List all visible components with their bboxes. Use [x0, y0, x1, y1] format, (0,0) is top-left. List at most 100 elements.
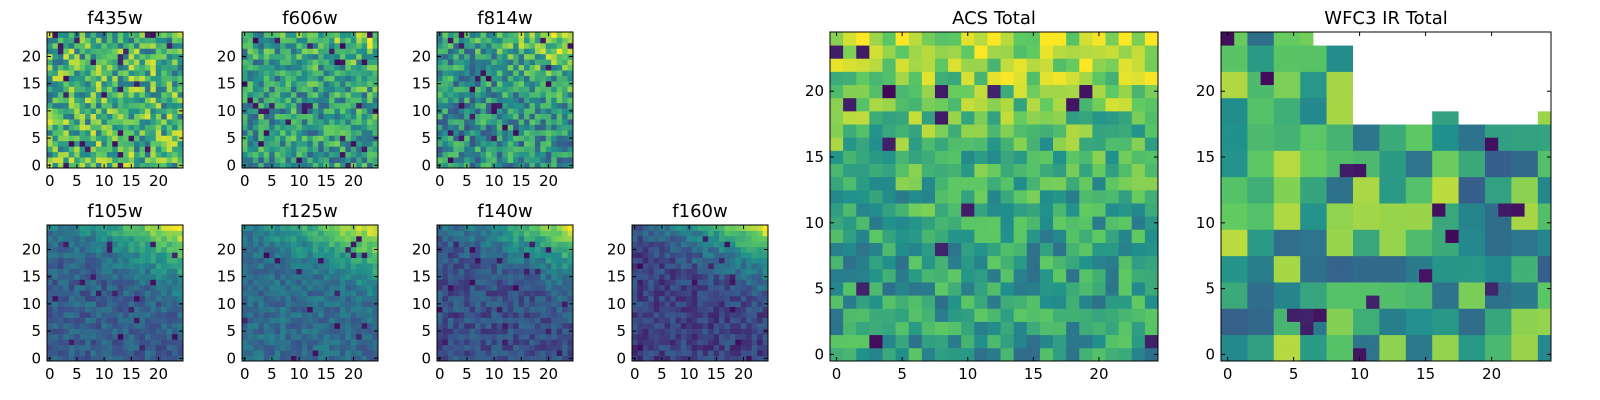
heatmap-cell [47, 146, 53, 153]
heatmap-cell [653, 355, 660, 362]
heatmap-cell [562, 268, 568, 275]
heatmap-cell [518, 317, 525, 324]
heatmap-cell [480, 322, 487, 329]
heatmap-cell [90, 151, 97, 158]
heatmap-cell [442, 344, 449, 351]
heatmap-cell [757, 230, 763, 237]
heatmap-cell [524, 252, 530, 259]
heatmap-cell [90, 263, 97, 269]
heatmap-cell [713, 279, 720, 286]
heatmap-cell [447, 37, 454, 44]
heatmap-cell [63, 119, 70, 125]
heatmap-cell [518, 80, 525, 87]
heatmap-cell [280, 301, 286, 307]
heatmap-cell [263, 268, 270, 275]
heatmap-cell [166, 225, 173, 231]
heatmap-cell [464, 64, 471, 71]
heatmap-cell [307, 59, 314, 66]
heatmap-cell [545, 235, 552, 242]
heatmap-cell [632, 241, 638, 248]
heatmap-cell [144, 344, 151, 351]
heatmap-cell [52, 350, 59, 356]
heatmap-cell [485, 70, 492, 76]
heatmap-cell [502, 339, 509, 346]
heatmap-cell [47, 86, 53, 93]
heatmap-cell [648, 230, 655, 237]
heatmap-cell [57, 273, 64, 280]
heatmap-cell [247, 246, 254, 253]
heatmap-cell [68, 263, 75, 269]
heatmap-cell [480, 124, 487, 131]
heatmap-cell [642, 322, 649, 329]
heatmap-cells [437, 32, 574, 169]
heatmap-cell [356, 70, 363, 76]
heatmap-cell [117, 241, 124, 248]
heatmap-cell [895, 216, 910, 230]
heatmap-cell [974, 321, 988, 336]
heatmap-cell [496, 225, 503, 231]
heatmap-cell [68, 235, 75, 242]
heatmap-cell [485, 322, 492, 329]
heatmap-cell [746, 350, 753, 356]
heatmap-cell [63, 162, 70, 169]
heatmap-cell [247, 80, 254, 87]
heatmap-cell [724, 322, 731, 329]
heatmap-cell [74, 119, 81, 125]
heatmap-cell [274, 246, 281, 253]
heatmap-cell [762, 268, 769, 275]
heatmap-cell [74, 257, 81, 264]
heatmap-cell [307, 129, 314, 136]
heatmap-cell [502, 151, 509, 158]
heatmap-cell [280, 235, 286, 242]
heatmap-cell [150, 273, 157, 280]
heatmap-cell [350, 140, 357, 147]
heatmap-cell [507, 42, 514, 49]
heatmap-cell [128, 75, 135, 82]
heatmap-cell [469, 140, 476, 147]
heatmap-cell [247, 86, 254, 93]
heatmap-cell [507, 317, 514, 324]
heatmap-cell [329, 64, 335, 71]
heatmap-cell [280, 86, 286, 93]
y-tick-label: 0 [31, 349, 41, 367]
heatmap-cell [139, 241, 146, 248]
heatmap-cell [437, 97, 443, 104]
heatmap-cell [719, 225, 725, 231]
heatmap-cell [485, 355, 492, 362]
heatmap-cell [556, 80, 563, 87]
heatmap-cell [269, 328, 276, 335]
heatmap-cell [567, 86, 574, 93]
heatmap-cell [556, 108, 563, 114]
heatmap-cell [491, 102, 498, 109]
heatmap-cell [502, 108, 509, 114]
heatmap-cell [85, 97, 91, 104]
heatmap-cell [172, 48, 178, 55]
heatmap-cell [101, 301, 108, 307]
heatmap-cell [307, 246, 314, 253]
heatmap-cell [637, 306, 644, 313]
heatmap-cell [751, 268, 758, 275]
heatmap-cell [334, 53, 341, 60]
heatmap-cell [518, 339, 525, 346]
heatmap-cell [318, 48, 324, 55]
heatmap-cell [567, 317, 574, 324]
heatmap-cell [1013, 321, 1028, 336]
heatmap-cell [367, 344, 373, 351]
heatmap-cell [112, 113, 119, 120]
heatmap-cell [545, 129, 552, 136]
heatmap-cell [540, 59, 547, 66]
panel-title: f140w [477, 201, 532, 222]
heatmap-cell [551, 344, 558, 351]
heatmap-cell [90, 290, 97, 297]
heatmap-cell [719, 241, 725, 248]
heatmap-cell [697, 246, 704, 253]
heatmap-cell [491, 322, 498, 329]
heatmap-cell [329, 312, 335, 318]
heatmap-cell [675, 312, 682, 318]
heatmap-cell [485, 306, 492, 313]
heatmap-cell [437, 339, 443, 346]
heatmap-cell [485, 263, 492, 269]
heatmap-cell [166, 32, 173, 38]
heatmap-cell [117, 53, 124, 60]
heatmap-cell [746, 279, 753, 286]
